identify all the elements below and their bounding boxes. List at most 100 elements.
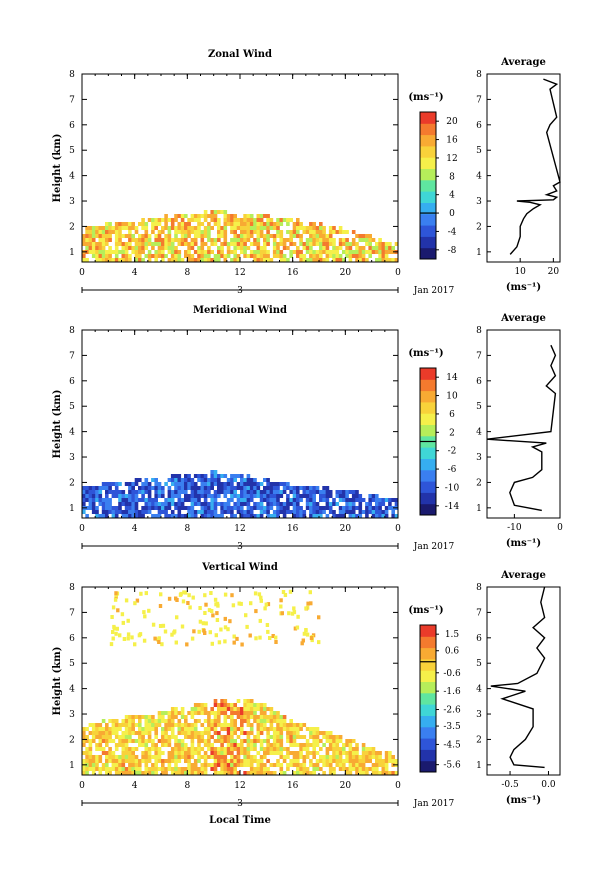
heatmap-cell <box>164 743 168 747</box>
heatmap-cell <box>230 767 234 771</box>
heatmap-cell <box>312 494 316 498</box>
heatmap-cell <box>197 474 201 478</box>
heatmap-cell <box>300 641 304 646</box>
heatmap-cell <box>111 490 116 494</box>
heatmap-cell <box>180 743 185 747</box>
heatmap-cell <box>388 246 392 250</box>
heatmap-cell <box>351 490 356 494</box>
heatmap-cell <box>322 759 326 763</box>
heatmap-cell <box>180 230 185 234</box>
heatmap-cell <box>105 258 109 262</box>
heatmap-cell <box>98 747 103 751</box>
heatmap-cell <box>210 735 214 739</box>
heatmap-cell <box>105 250 109 254</box>
heatmap-cell <box>309 771 313 775</box>
heatmap-cell <box>101 246 106 250</box>
heatmap-cell <box>272 222 277 226</box>
heatmap-cell <box>384 498 389 502</box>
heatmap-cell <box>131 767 135 771</box>
heatmap-cell <box>190 510 195 514</box>
heatmap-cell <box>365 510 369 514</box>
heatmap-cell <box>269 506 274 510</box>
heatmap-cell <box>120 612 125 617</box>
heatmap-cell <box>312 486 316 490</box>
heatmap-cell <box>246 703 251 707</box>
heatmap-cell <box>157 640 161 644</box>
heatmap-cell <box>197 502 201 506</box>
heatmap-cell <box>180 482 185 486</box>
heatmap-cell <box>249 755 254 759</box>
heatmap-cell <box>351 242 356 246</box>
heatmap-cell <box>184 494 188 498</box>
heatmap-cell <box>217 711 221 715</box>
heatmap-cell <box>312 258 316 262</box>
heatmap-cell <box>240 478 244 482</box>
heatmap-cell <box>249 703 254 707</box>
heatmap-cell <box>338 242 343 246</box>
heatmap-cell <box>164 731 168 735</box>
heatmap-cell <box>230 755 234 759</box>
heatmap-cell <box>207 214 211 218</box>
heatmap-cell <box>269 763 274 767</box>
heatmap-cell <box>154 238 158 242</box>
heatmap-cell <box>88 238 93 242</box>
heatmap-cell <box>240 482 244 486</box>
heatmap-cell <box>236 246 241 250</box>
heatmap-cell <box>114 591 118 596</box>
heatmap-cell <box>230 707 234 711</box>
heatmap-cell <box>210 711 214 715</box>
heatmap-cell <box>134 482 139 486</box>
heatmap-cell <box>328 743 333 747</box>
heatmap-cell <box>263 238 267 242</box>
heatmap-cell <box>154 234 158 238</box>
heatmap-cell <box>358 250 363 254</box>
heatmap-cell <box>134 731 139 735</box>
heatmap-cell <box>263 739 267 743</box>
heatmap-cell <box>128 234 132 238</box>
heatmap-cell <box>105 482 109 486</box>
heatmap-cell <box>88 246 93 250</box>
heatmap-cell <box>128 258 132 262</box>
heatmap-cell <box>256 234 261 238</box>
heatmap-cell <box>328 502 333 506</box>
heatmap-cell <box>197 218 201 222</box>
heatmap-cell <box>351 254 356 258</box>
heatmap-cell <box>193 747 198 751</box>
heatmap-cell <box>358 759 363 763</box>
heatmap-cell <box>332 735 336 739</box>
heatmap-cell <box>114 771 119 775</box>
heatmap-cell <box>177 743 182 747</box>
heatmap-cell <box>358 234 363 238</box>
heatmap-cell <box>233 478 237 482</box>
heatmap-cell <box>121 246 126 250</box>
heatmap-cell <box>95 743 99 747</box>
heatmap-cell <box>138 478 142 482</box>
heatmap-cell <box>154 727 158 731</box>
heatmap-cell <box>375 767 379 771</box>
heatmap-cell <box>177 510 182 514</box>
heatmap-cell <box>147 719 152 723</box>
heatmap-cell <box>203 707 208 711</box>
heatmap-cell <box>170 723 175 727</box>
heatmap-cell <box>259 258 264 262</box>
heatmap-cell <box>309 234 313 238</box>
heatmap-cell <box>177 494 182 498</box>
heatmap-cell <box>217 502 221 506</box>
heatmap-cell <box>328 759 333 763</box>
heatmap-cell <box>289 510 293 514</box>
heatmap-cell <box>263 711 267 715</box>
heatmap-cell <box>95 767 99 771</box>
heatmap-cell <box>309 494 313 498</box>
profile-line <box>486 344 557 512</box>
heatmap-cell <box>319 759 323 763</box>
heatmap-cell <box>256 246 261 250</box>
heatmap-cell <box>161 254 165 258</box>
heatmap-cell <box>384 771 389 775</box>
colorbar-swatch <box>420 236 436 249</box>
heatmap-cell <box>312 234 316 238</box>
heatmap-cell <box>154 258 158 262</box>
heatmap-cell <box>246 474 251 478</box>
heatmap-cell <box>332 226 336 230</box>
heatmap-cell <box>355 763 359 767</box>
heatmap-cell <box>131 759 135 763</box>
